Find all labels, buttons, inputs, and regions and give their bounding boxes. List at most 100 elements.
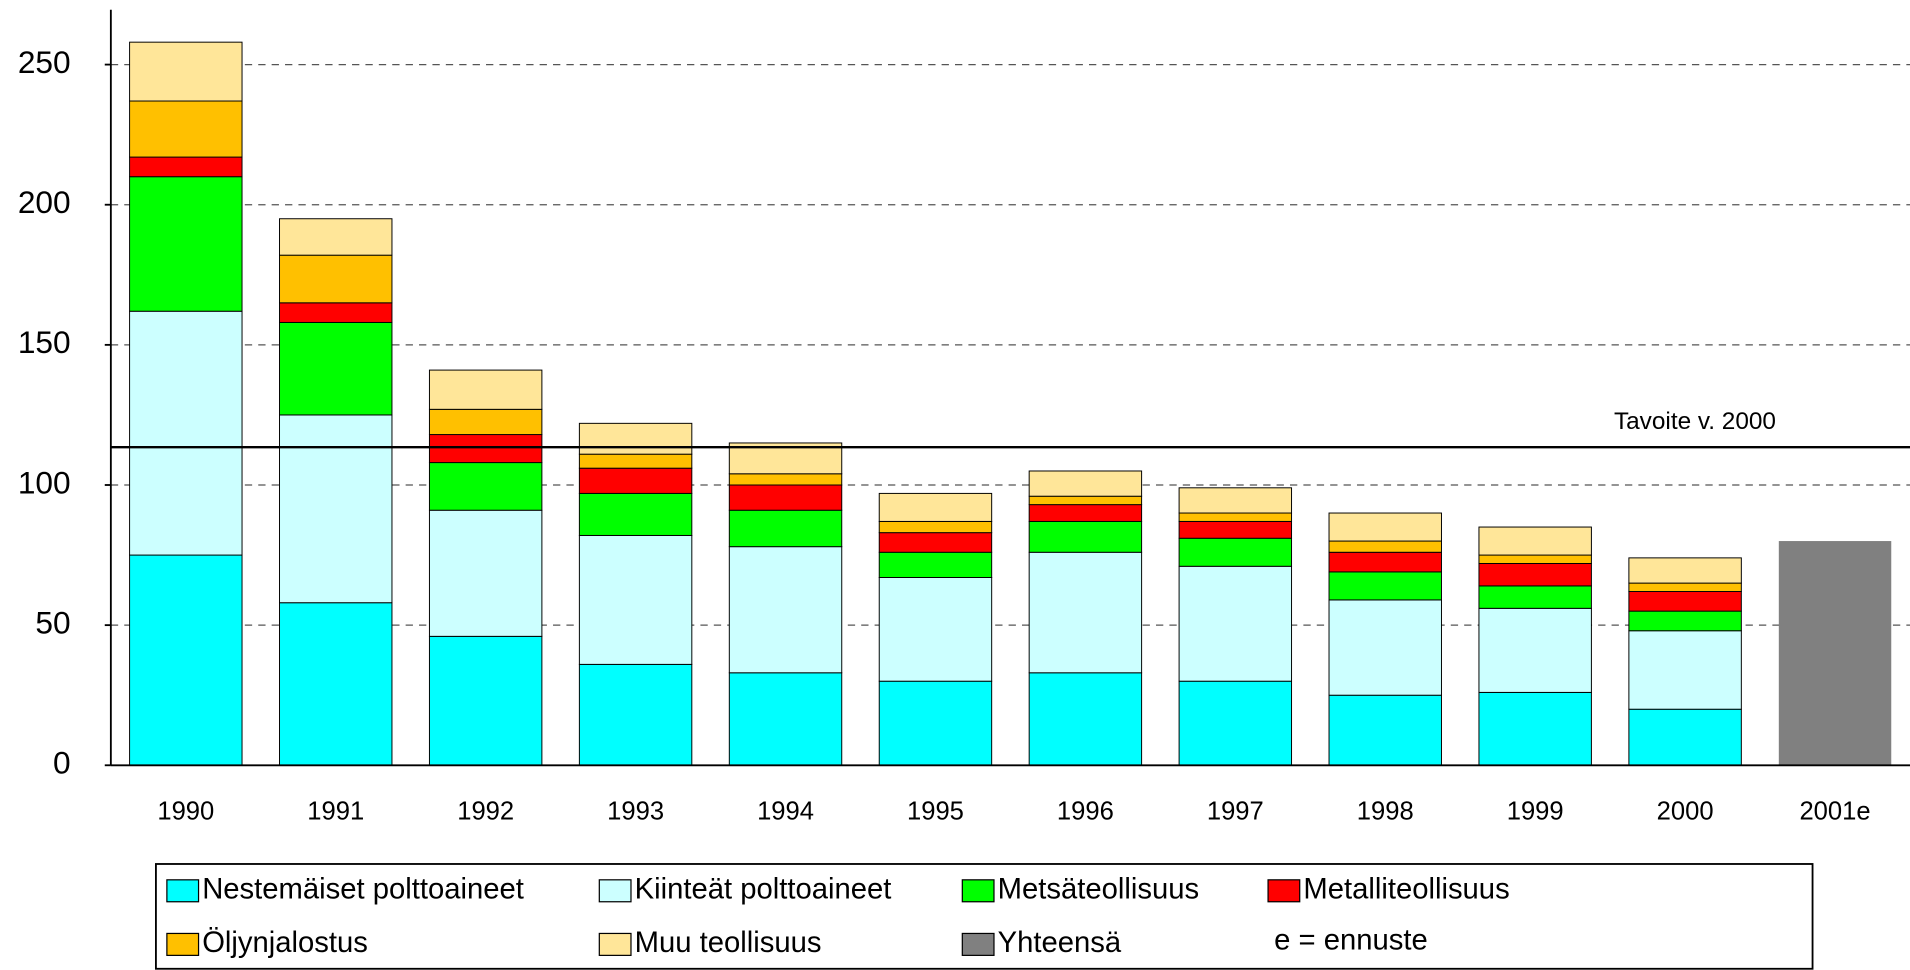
bar-segment: [1328, 540, 1442, 553]
x-tick-label: 1997: [1207, 798, 1264, 826]
bar-segment: [428, 462, 543, 511]
x-tick-label: 1998: [1357, 798, 1414, 826]
bar-segment: [728, 509, 843, 548]
legend-swatch: [1267, 879, 1301, 903]
legend-swatch: [961, 879, 995, 903]
target-label: Tavoite v. 2000: [1614, 408, 1776, 435]
x-tick-label: 1996: [1057, 798, 1114, 826]
legend-label: Kiinteät polttoaineet: [635, 874, 892, 906]
bar-segment: [129, 176, 243, 312]
bar-segment: [1628, 557, 1742, 584]
legend-label: Muu teollisuus: [635, 927, 822, 959]
legend-swatch: [166, 879, 200, 903]
bar-segment: [1778, 541, 1892, 766]
x-tick-label: 2000: [1657, 798, 1714, 826]
bar-segment: [1028, 520, 1143, 553]
legend-swatch: [166, 932, 200, 956]
bar-segment: [279, 602, 393, 766]
bar-segment: [129, 310, 243, 556]
legend-label: Yhteensä: [998, 927, 1122, 959]
bar-segment: [428, 635, 543, 766]
x-tick-label: 1995: [907, 798, 964, 826]
bar-segment: [1328, 694, 1442, 766]
bar-segment: [578, 534, 693, 665]
legend-label: Öljynjalostus: [202, 927, 368, 959]
bar-segment: [878, 492, 993, 522]
x-tick-label: 1999: [1507, 798, 1564, 826]
x-tick-label: 1994: [757, 798, 814, 826]
bar-segment: [129, 41, 243, 102]
y-tick-label: 250: [18, 44, 71, 80]
legend-label: Nestemäiset polttoaineet: [202, 874, 524, 906]
y-tick-label: 150: [18, 324, 71, 360]
bar-segment: [129, 100, 243, 158]
bar-segment: [1628, 630, 1742, 710]
bar-segment: [1478, 691, 1592, 766]
y-tick-label: 200: [18, 184, 71, 220]
legend-label: Metsäteollisuus: [998, 874, 1199, 906]
bar-segment: [878, 532, 993, 553]
x-tick-label: 1993: [607, 798, 664, 826]
bar-segment: [129, 554, 243, 766]
bar-segment: [1478, 607, 1592, 693]
legend-note: e = ennuste: [1274, 925, 1428, 957]
bar-segment: [578, 663, 693, 766]
bar-segment: [279, 414, 393, 604]
bar-segment: [1628, 708, 1742, 766]
bar-segment: [1178, 537, 1293, 567]
bar-segment: [578, 453, 693, 469]
bar-segment: [129, 156, 243, 178]
bar-segment: [279, 321, 393, 416]
bar-segment: [1028, 495, 1143, 506]
legend-swatch: [598, 932, 632, 956]
bar-segment: [578, 467, 693, 494]
x-tick-label: 1991: [307, 798, 364, 826]
y-tick-label: 50: [35, 604, 70, 640]
bar-segment: [428, 408, 543, 436]
bar-segment: [878, 520, 993, 534]
bar-segment: [1178, 512, 1293, 522]
bar-segment: [728, 672, 843, 766]
bar-segment: [1028, 672, 1143, 766]
x-tick-label: 1990: [157, 798, 214, 826]
legend-swatch: [961, 932, 995, 956]
y-tick-label: 0: [53, 745, 71, 781]
bar-segment: [1628, 610, 1742, 632]
bar-segment: [878, 577, 993, 682]
bar-segment: [1478, 554, 1592, 564]
bar-segment: [1328, 571, 1442, 601]
bar-segment: [279, 218, 393, 256]
x-tick-label: 2001e: [1799, 798, 1870, 826]
legend-swatch: [598, 879, 632, 903]
bar-segment: [1028, 504, 1143, 522]
y-tick-label: 100: [18, 464, 71, 500]
bar-segment: [878, 551, 993, 578]
bar-segment: [1178, 520, 1293, 539]
bar-segment: [578, 492, 693, 536]
bar-segment: [1328, 512, 1442, 542]
bar-segment: [728, 546, 843, 674]
bar-segment: [428, 434, 543, 464]
bar-segment: [279, 254, 393, 304]
bar-segment: [1628, 582, 1742, 592]
bar-segment: [1178, 680, 1293, 766]
bar-segment: [279, 302, 393, 323]
bar-segment: [428, 369, 543, 410]
bar-segment: [1478, 526, 1592, 556]
bar-segment: [578, 422, 693, 455]
bar-segment: [1328, 551, 1442, 573]
bar-segment: [1178, 565, 1293, 682]
bar-segment: [728, 484, 843, 511]
bar-segment: [1028, 551, 1143, 674]
bar-segment: [1328, 599, 1442, 696]
bar-segment: [728, 473, 843, 486]
bar-segment: [878, 680, 993, 766]
bar-segment: [1478, 562, 1592, 587]
legend-label: Metalliteollisuus: [1303, 874, 1509, 906]
bar-segment: [1478, 585, 1592, 609]
bar-segment: [428, 509, 543, 637]
bar-segment: [1028, 470, 1143, 497]
x-tick-label: 1992: [457, 798, 514, 826]
bar-segment: [1178, 487, 1293, 514]
